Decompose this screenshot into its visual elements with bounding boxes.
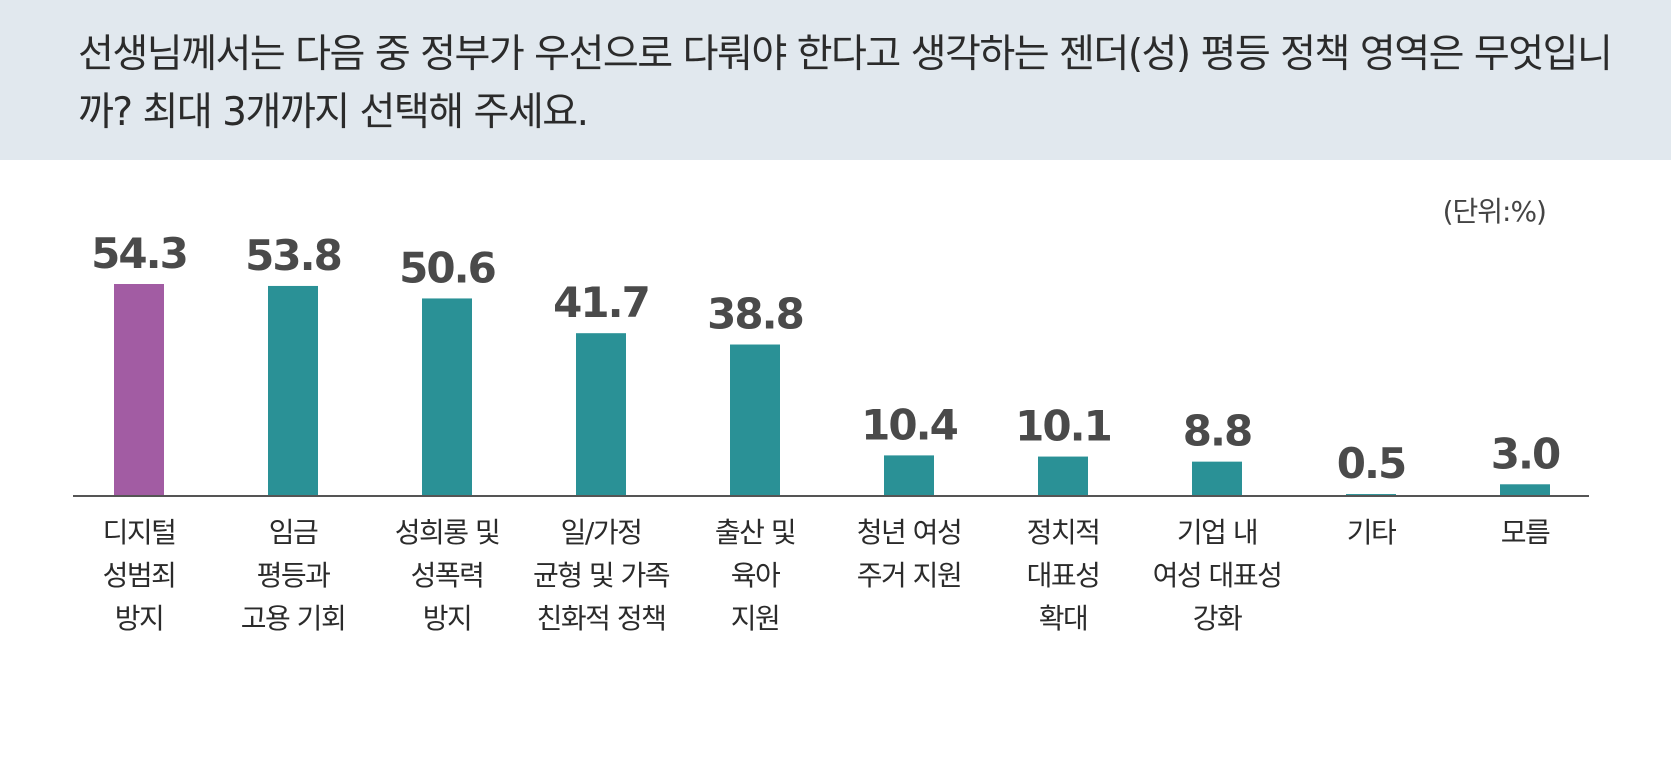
unit-label: (단위:%)	[1442, 195, 1547, 228]
category-label: 육아	[731, 559, 780, 592]
bar	[730, 344, 780, 496]
category-label: 디지털	[103, 516, 176, 549]
value-label: 10.1	[1015, 402, 1111, 451]
category-label: 정치적	[1027, 516, 1100, 549]
bar	[114, 284, 164, 496]
category-label: 출산 및	[715, 516, 795, 549]
category-label: 균형 및 가족	[533, 559, 670, 592]
bar	[422, 298, 472, 496]
category-label: 지원	[731, 602, 780, 635]
value-label: 53.8	[245, 231, 341, 280]
category-label: 기타	[1347, 516, 1396, 549]
category-label: 기업 내	[1177, 516, 1257, 549]
question-text: 선생님께서는 다음 중 정부가 우선으로 다뤄야 한다고 생각하는 젠더(성) …	[78, 32, 1613, 135]
value-label: 41.7	[553, 278, 649, 327]
category-label: 성폭력	[411, 559, 484, 592]
value-label: 0.5	[1337, 439, 1405, 488]
bar	[1038, 456, 1088, 496]
category-label: 대표성	[1027, 559, 1100, 592]
category-label: 평등과	[257, 559, 331, 592]
bar	[1192, 461, 1242, 496]
category-label: 방지	[115, 602, 164, 635]
value-label: 54.3	[91, 229, 187, 278]
value-label: 38.8	[707, 290, 803, 339]
category-label: 모름	[1501, 516, 1550, 549]
category-label: 강화	[1193, 602, 1242, 635]
category-label: 확대	[1039, 602, 1088, 635]
category-label: 성범죄	[103, 559, 176, 592]
question-banner: 선생님께서는 다음 중 정부가 우선으로 다뤄야 한다고 생각하는 젠더(성) …	[0, 0, 1671, 160]
bar	[268, 285, 318, 496]
category-label: 친화적 정책	[537, 602, 666, 635]
category-label: 청년 여성	[857, 516, 961, 549]
bar	[1500, 484, 1550, 496]
category-label: 방지	[423, 602, 472, 635]
value-label: 50.6	[399, 243, 495, 292]
bar	[576, 333, 626, 496]
category-label: 성희롱 및	[395, 516, 499, 549]
value-label: 8.8	[1183, 407, 1251, 456]
category-label: 일/가정	[561, 516, 642, 549]
category-label: 여성 대표성	[1153, 559, 1282, 592]
bar	[884, 455, 934, 496]
category-label: 고용 기회	[241, 602, 345, 635]
category-label: 주거 지원	[857, 559, 961, 592]
category-label: 임금	[269, 516, 318, 549]
value-label: 10.4	[861, 400, 957, 449]
value-label: 3.0	[1491, 429, 1560, 478]
